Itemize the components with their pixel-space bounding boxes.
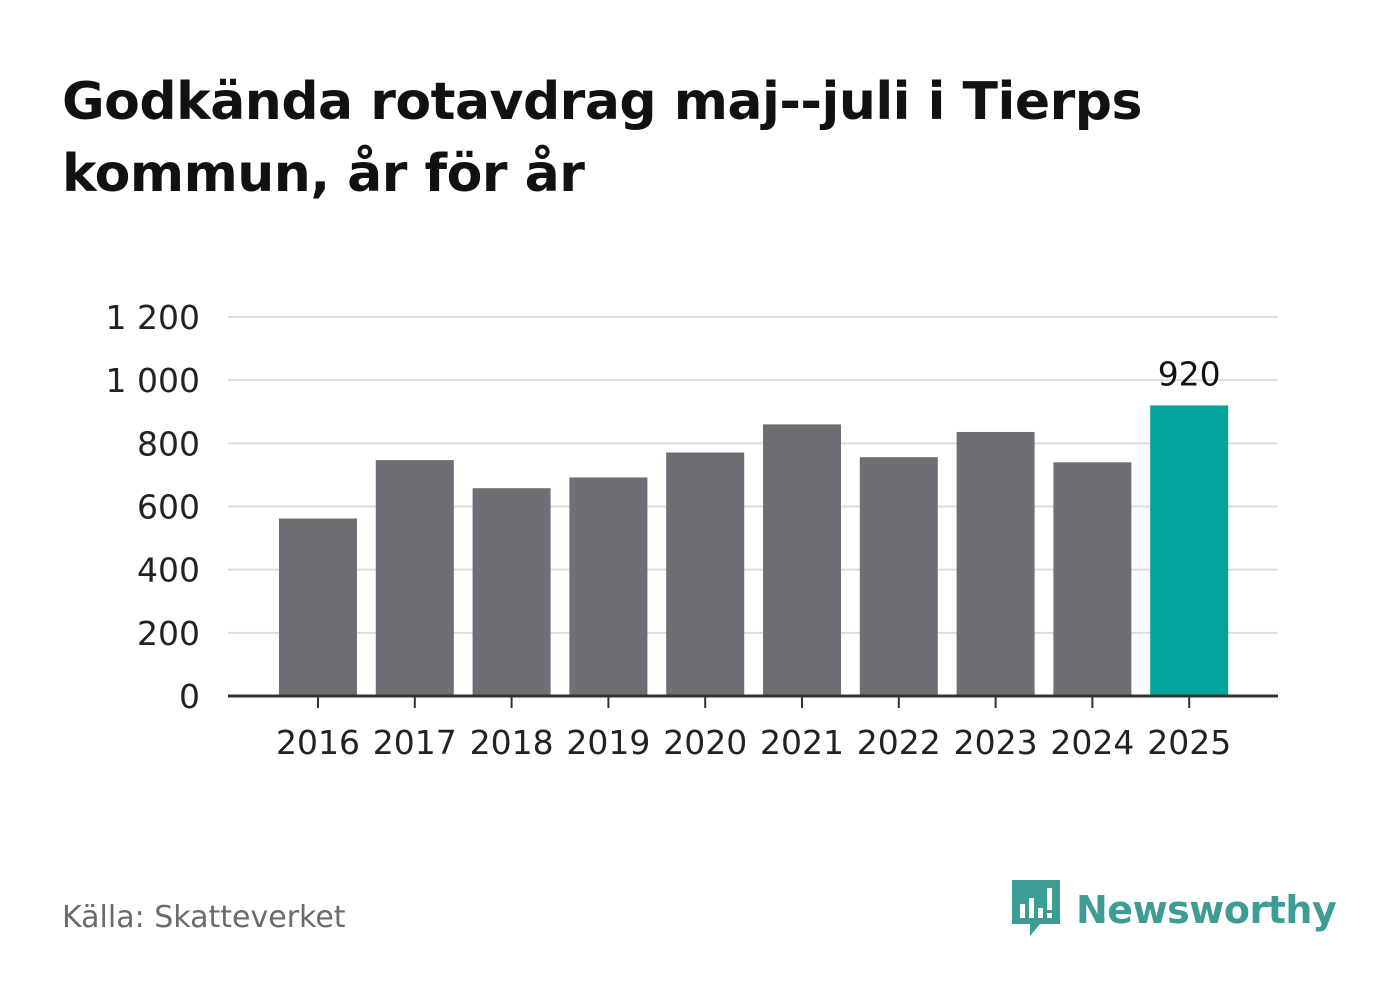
y-tick-label: 0 [179,677,200,716]
bars [279,405,1229,696]
x-tick-label: 2018 [470,723,554,762]
bar-2016 [279,518,357,696]
x-tick-label: 2017 [373,723,457,762]
bar-2022 [859,457,938,696]
x-tick-label: 2022 [857,723,941,762]
bar-2018 [472,488,551,696]
source-note: Källa: Skatteverket [62,900,346,935]
x-tick-label: 2020 [663,723,747,762]
brand-logo: Newsworthy [1010,878,1337,942]
x-tick-label: 2016 [276,723,360,762]
x-tick-label: 2025 [1147,723,1231,762]
x-tick-label: 2023 [954,723,1038,762]
chart-title: Godkända rotavdrag maj--juli i Tierps ko… [62,72,1142,204]
x-tick-label: 2024 [1050,723,1134,762]
y-tick-label: 1 000 [106,361,200,400]
y-tick-label: 1 200 [106,298,200,337]
y-tick-label: 800 [137,424,200,463]
data-label: 920 [1158,354,1221,393]
y-tick-label: 400 [137,551,200,590]
labels: 0 200 400 600 800 1 000 1 200 2016 2017 2018 2019 2… [106,298,1232,762]
bar-2020 [666,452,745,696]
brand-name: Newsworthy [1076,888,1337,932]
bar-2025 [1150,405,1229,696]
x-tick-label: 2021 [760,723,844,762]
bar-2024 [1053,462,1132,696]
bar-2019 [569,477,648,696]
bar-2017 [375,460,454,696]
bar-2021 [763,424,841,696]
y-tick-label: 200 [137,614,200,653]
y-tick-label: 600 [137,488,200,527]
x-tick-label: 2019 [566,723,650,762]
newsworthy-logo-icon [1010,878,1062,942]
bar-2023 [956,431,1035,696]
axes [228,694,1278,708]
